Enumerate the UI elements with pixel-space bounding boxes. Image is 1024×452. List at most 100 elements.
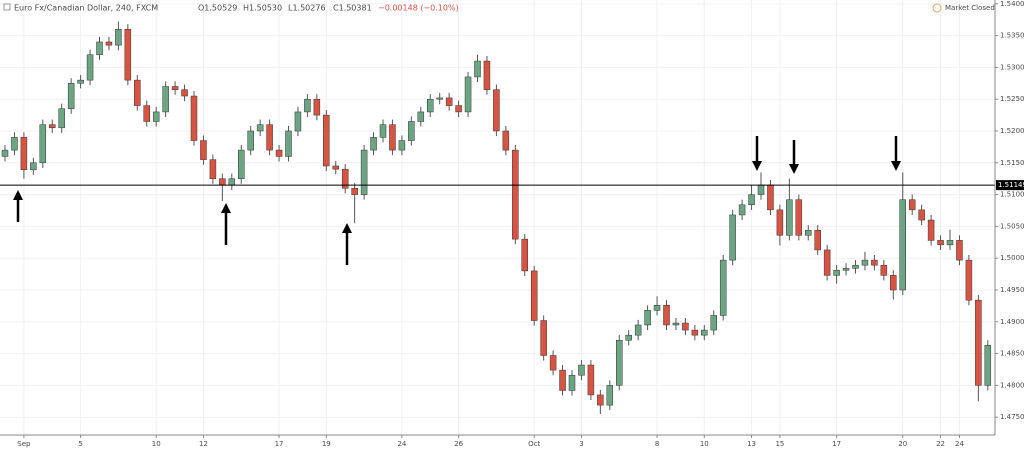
candle-body [927, 219, 935, 241]
candle-body [880, 264, 888, 276]
candle-body [748, 194, 755, 206]
candle-body [445, 97, 453, 106]
candle-body [294, 111, 302, 132]
candle-body [871, 259, 878, 266]
candle-body [597, 394, 604, 406]
close-value: C1.50381 [333, 4, 372, 13]
candle-body [559, 369, 566, 391]
candle-body [823, 249, 831, 276]
x-tick-label: 26 [454, 440, 463, 448]
candle-body [275, 149, 283, 157]
candle-body [11, 137, 18, 151]
low-value: L1.50276 [288, 4, 326, 13]
candle-body [143, 105, 150, 122]
candle-body [162, 86, 169, 113]
candle-body [256, 124, 264, 132]
candle-body [49, 124, 56, 129]
candle-body [493, 89, 500, 132]
candle-body [304, 98, 311, 113]
candle-body [209, 159, 217, 179]
candle-body [890, 275, 897, 291]
status-icon [932, 3, 942, 13]
candle-body [842, 268, 850, 271]
x-tick-label: 13 [747, 440, 756, 448]
candle-body [956, 240, 963, 261]
candle-body [653, 305, 661, 311]
y-tick-label: 1.48000 [1000, 381, 1024, 389]
candle-body [238, 149, 245, 179]
candle-body [266, 124, 273, 151]
candle-body [578, 364, 585, 376]
candle-body [587, 364, 595, 396]
candle-body [1, 149, 9, 157]
candle-body [512, 149, 519, 240]
candle-body [530, 270, 538, 321]
x-tick-label: 5 [78, 440, 82, 448]
candle-body [672, 322, 680, 326]
x-tick-label: 24 [397, 440, 406, 448]
y-tick-label: 1.51000 [1000, 191, 1024, 199]
candle-body [625, 334, 632, 341]
candle-body [134, 79, 141, 106]
candle-body [861, 259, 869, 266]
candle-body [568, 374, 576, 391]
candle-body [379, 124, 387, 138]
candle-body [77, 79, 84, 84]
y-tick-label: 1.50000 [1000, 254, 1024, 262]
open-value: O1.50529 [198, 4, 237, 13]
candle-body [86, 54, 94, 81]
candle-body [757, 184, 765, 195]
level-label: 1.51149 [998, 181, 1024, 189]
y-tick-label: 1.53000 [1000, 63, 1024, 71]
candle-body [984, 345, 992, 386]
x-tick-label: 10 [700, 440, 709, 448]
candle-body [965, 259, 973, 301]
candle-body [899, 199, 906, 291]
candle-body [370, 137, 377, 151]
candle-body [58, 108, 65, 129]
candle-body [483, 60, 491, 90]
candle-body [190, 95, 198, 141]
candle-body [464, 76, 472, 113]
candle-body [634, 324, 642, 336]
candle-body [644, 310, 651, 326]
candle-body [549, 355, 557, 371]
candle-body [323, 114, 330, 167]
candle-body [502, 130, 510, 151]
candle-body [701, 329, 708, 336]
candle-body [417, 111, 425, 122]
candle-body [540, 320, 547, 356]
y-tick-label: 1.52000 [1000, 127, 1024, 135]
candle-body [729, 214, 736, 261]
y-tick-label: 1.47500 [1000, 413, 1024, 421]
market-status: Market Closed [945, 4, 995, 12]
x-tick-label: 24 [955, 440, 964, 448]
y-tick-label: 1.53500 [1000, 32, 1024, 40]
x-tick-label: 8 [655, 440, 659, 448]
candle-body [124, 29, 132, 81]
candle-body [389, 124, 396, 151]
candle-body [200, 140, 207, 160]
candle-body [228, 178, 236, 186]
candle-body [67, 83, 75, 109]
y-tick-label: 1.48500 [1000, 350, 1024, 358]
candle-body [908, 199, 916, 211]
candle-body [20, 137, 28, 171]
axes: 1.47500 1.48000 1.48500 1.49000 1.49500 1.500… [17, 0, 1024, 448]
candle-body [852, 264, 859, 269]
candle-body [795, 199, 803, 236]
candle-body [181, 89, 188, 97]
candle-body [814, 229, 821, 251]
y-tick-label: 1.54000 [1000, 0, 1024, 8]
candle-body [663, 305, 670, 326]
candle-body [152, 111, 160, 122]
candle-body [946, 240, 954, 246]
candle-body [937, 240, 944, 246]
x-tick-label: 12 [199, 440, 208, 448]
high-value: H1.50530 [243, 4, 282, 13]
candle-body [427, 98, 434, 113]
change-value: −0.00148 (−0.10%) [378, 4, 459, 13]
candles [0, 21, 995, 415]
candle-body [710, 315, 717, 331]
